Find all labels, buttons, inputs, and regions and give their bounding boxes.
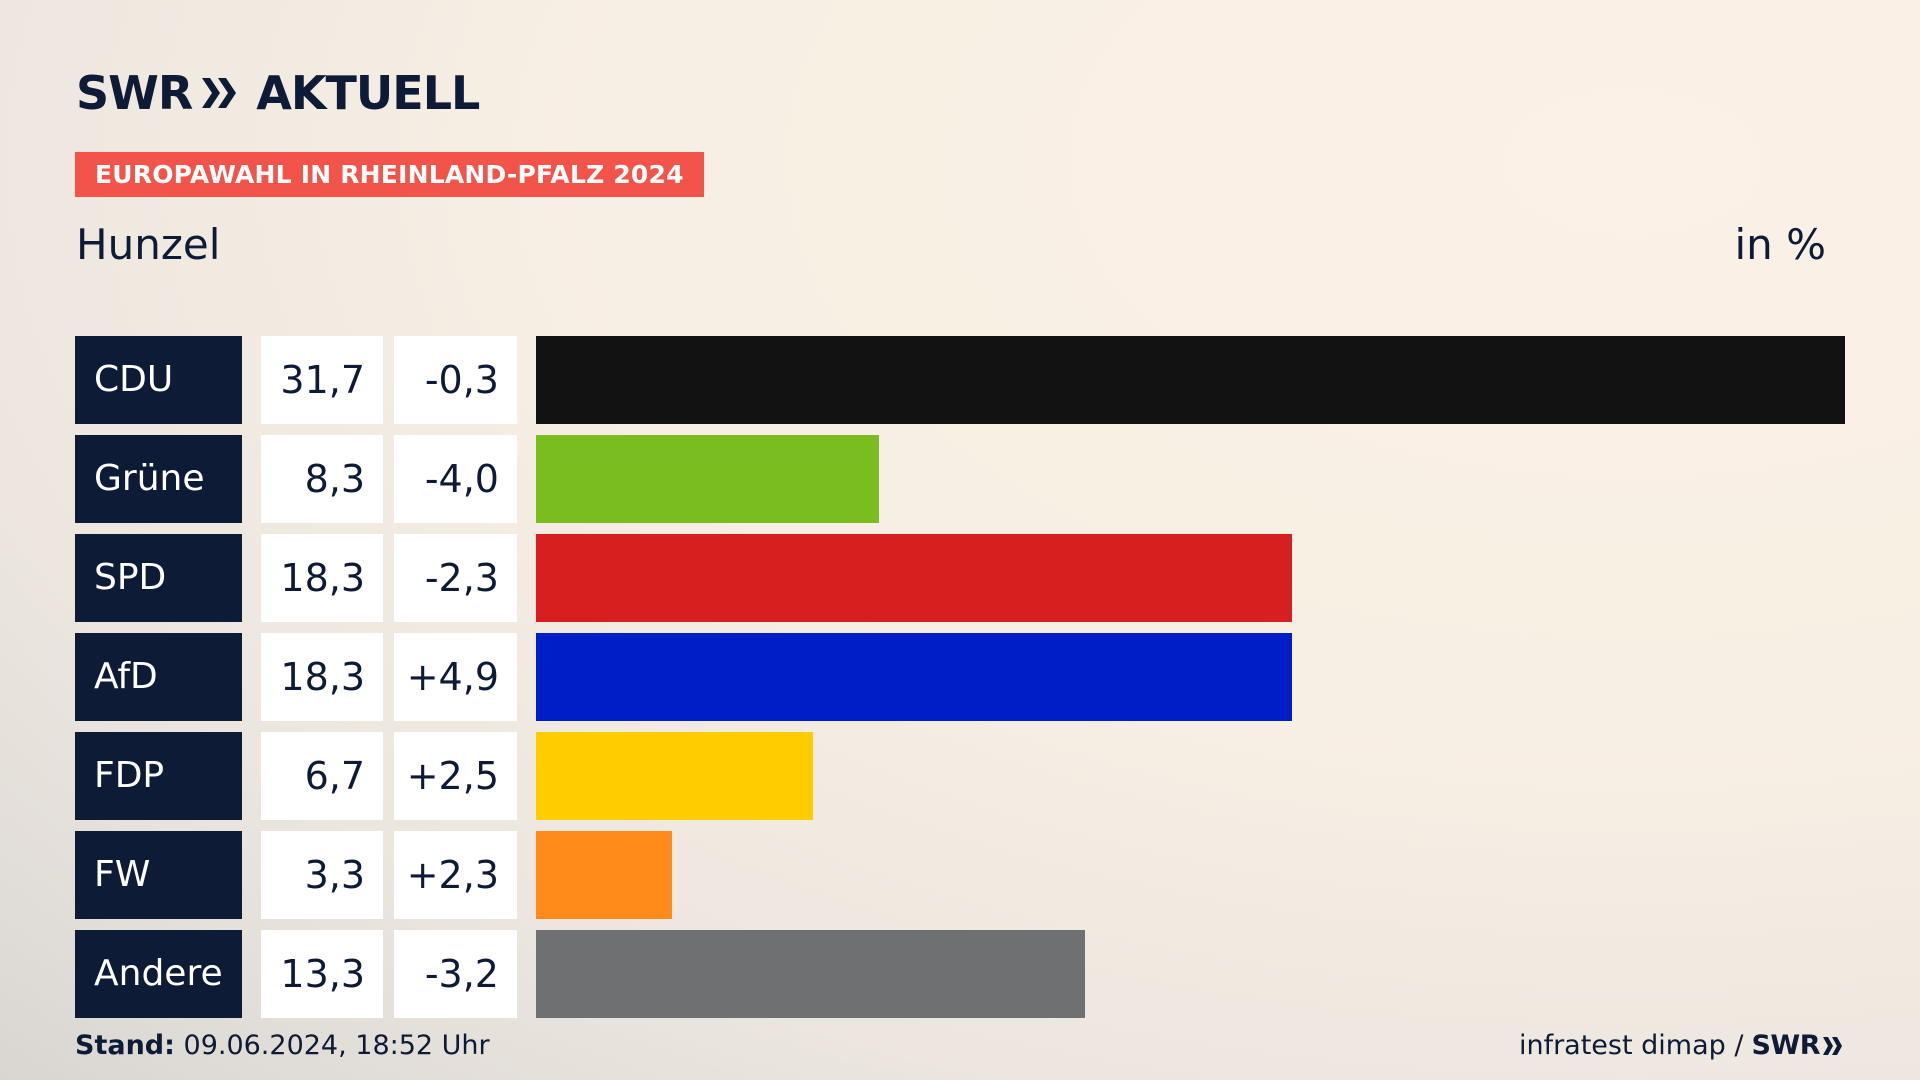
party-value-label: 18,3 [261, 534, 383, 622]
double-chevron-icon [1823, 1036, 1842, 1055]
party-row: SPD 18,3 -2,3 [75, 534, 1845, 622]
party-bar [536, 930, 1085, 1018]
source-text: infratest dimap / [1518, 1030, 1744, 1061]
swr-mini-logo: SWR [1751, 1030, 1844, 1061]
timestamp: Stand: 09.06.2024, 18:52 Uhr [75, 1030, 490, 1061]
party-diff-label: +4,9 [394, 633, 517, 721]
party-row: Grüne 8,3 -4,0 [75, 435, 1845, 523]
party-bar [536, 732, 813, 820]
party-value-label: 3,3 [261, 831, 383, 919]
party-bar [536, 336, 1845, 424]
party-name: FDP [75, 732, 242, 820]
party-diff-label: -4,0 [394, 435, 517, 523]
party-row: Andere 13,3 -3,2 [75, 930, 1845, 1018]
party-name: SPD [75, 534, 242, 622]
party-row: AfD 18,3 +4,9 [75, 633, 1845, 721]
party-name: FW [75, 831, 242, 919]
party-bar [536, 633, 1292, 721]
party-bar [536, 534, 1292, 622]
party-value-label: 13,3 [261, 930, 383, 1018]
party-row: FW 3,3 +2,3 [75, 831, 1845, 919]
party-diff-label: -2,3 [394, 534, 517, 622]
double-chevron-icon [202, 78, 237, 108]
election-badge: EUROPAWAHL IN RHEINLAND-PFALZ 2024 [75, 152, 704, 197]
party-row: FDP 6,7 +2,5 [75, 732, 1845, 820]
party-bar [536, 435, 879, 523]
party-row: CDU 31,7 -0,3 [75, 336, 1845, 424]
logo-swr-text: SWR [76, 66, 193, 120]
party-diff-label: -0,3 [394, 336, 517, 424]
stand-value: 09.06.2024, 18:52 Uhr [183, 1030, 490, 1061]
party-value-label: 31,7 [261, 336, 383, 424]
stand-label: Stand: [75, 1030, 175, 1061]
party-value-label: 18,3 [261, 633, 383, 721]
party-bar [536, 831, 672, 919]
unit-label: in % [1734, 220, 1826, 269]
mini-logo-text: SWR [1751, 1030, 1820, 1061]
party-name: AfD [75, 633, 242, 721]
party-diff-label: -3,2 [394, 930, 517, 1018]
place-name: Hunzel [76, 220, 221, 269]
source-credit: infratest dimap / SWR [1519, 1030, 1844, 1061]
party-name: Andere [75, 930, 242, 1018]
swr-aktuell-logo: SWR AKTUELL [76, 66, 480, 120]
party-diff-label: +2,3 [394, 831, 517, 919]
logo-aktuell-text: AKTUELL [256, 66, 480, 120]
party-value-label: 8,3 [261, 435, 383, 523]
party-name: Grüne [75, 435, 242, 523]
party-value-label: 6,7 [261, 732, 383, 820]
party-diff-label: +2,5 [394, 732, 517, 820]
party-name: CDU [75, 336, 242, 424]
